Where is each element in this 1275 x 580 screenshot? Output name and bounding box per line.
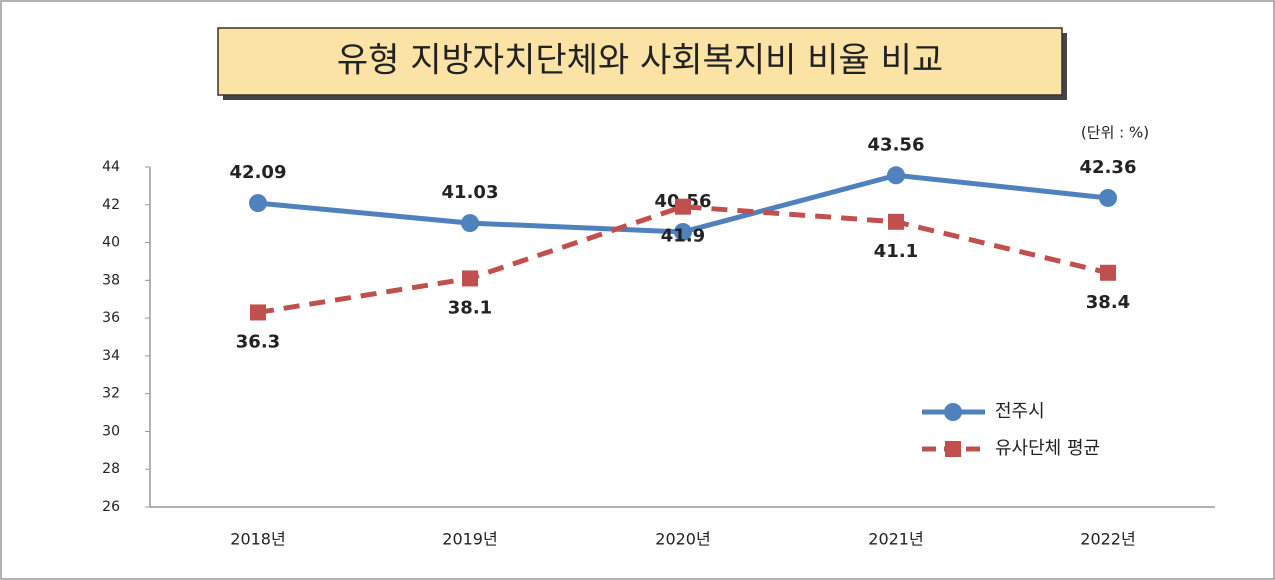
y-tick-label: 32 — [102, 386, 120, 402]
data-point — [250, 304, 266, 321]
data-point — [1100, 264, 1116, 281]
y-tick-label: 40 — [102, 235, 120, 251]
data-label: 36.3 — [236, 331, 280, 352]
data-label: 41.03 — [442, 182, 499, 203]
legend-marker — [944, 403, 962, 421]
data-label: 42.09 — [230, 162, 287, 183]
unit-label: (단위 : %) — [1081, 124, 1149, 142]
data-point — [462, 270, 478, 287]
data-label: 38.1 — [448, 297, 492, 318]
y-tick-label: 34 — [102, 348, 120, 364]
x-tick-label: 2018년 — [230, 530, 285, 549]
x-tick-label: 2022년 — [1080, 530, 1135, 549]
chart-title: 유형 지방자치단체와 사회복지비 비율 비교 — [337, 41, 943, 81]
y-tick-label: 36 — [102, 310, 120, 326]
y-tick-label: 30 — [102, 423, 120, 439]
y-tick-label: 26 — [102, 499, 120, 515]
x-tick-label: 2020년 — [655, 530, 710, 549]
legend-marker — [945, 441, 961, 457]
y-tick-label: 28 — [102, 461, 120, 477]
x-tick-label: 2019년 — [442, 530, 497, 549]
data-point — [888, 213, 904, 230]
y-tick-label: 44 — [102, 159, 120, 175]
legend-label: 유사단체 평균 — [995, 438, 1100, 459]
data-point — [675, 198, 691, 215]
data-label: 41.1 — [874, 241, 918, 262]
series-line — [257, 204, 1109, 315]
data-point — [674, 222, 692, 241]
y-tick-label: 42 — [102, 197, 120, 213]
y-tick-label: 38 — [102, 272, 120, 288]
data-label: 42.36 — [1080, 157, 1137, 178]
x-tick-label: 2021년 — [868, 530, 923, 549]
data-point — [887, 166, 905, 185]
data-label: 38.4 — [1086, 292, 1130, 313]
data-point — [461, 214, 479, 233]
legend-label: 전주시 — [995, 401, 1045, 422]
data-point — [249, 194, 267, 213]
data-point — [1099, 188, 1117, 207]
data-label: 41.9 — [661, 226, 705, 247]
data-label: 43.56 — [868, 134, 925, 155]
title-box — [217, 27, 1063, 96]
